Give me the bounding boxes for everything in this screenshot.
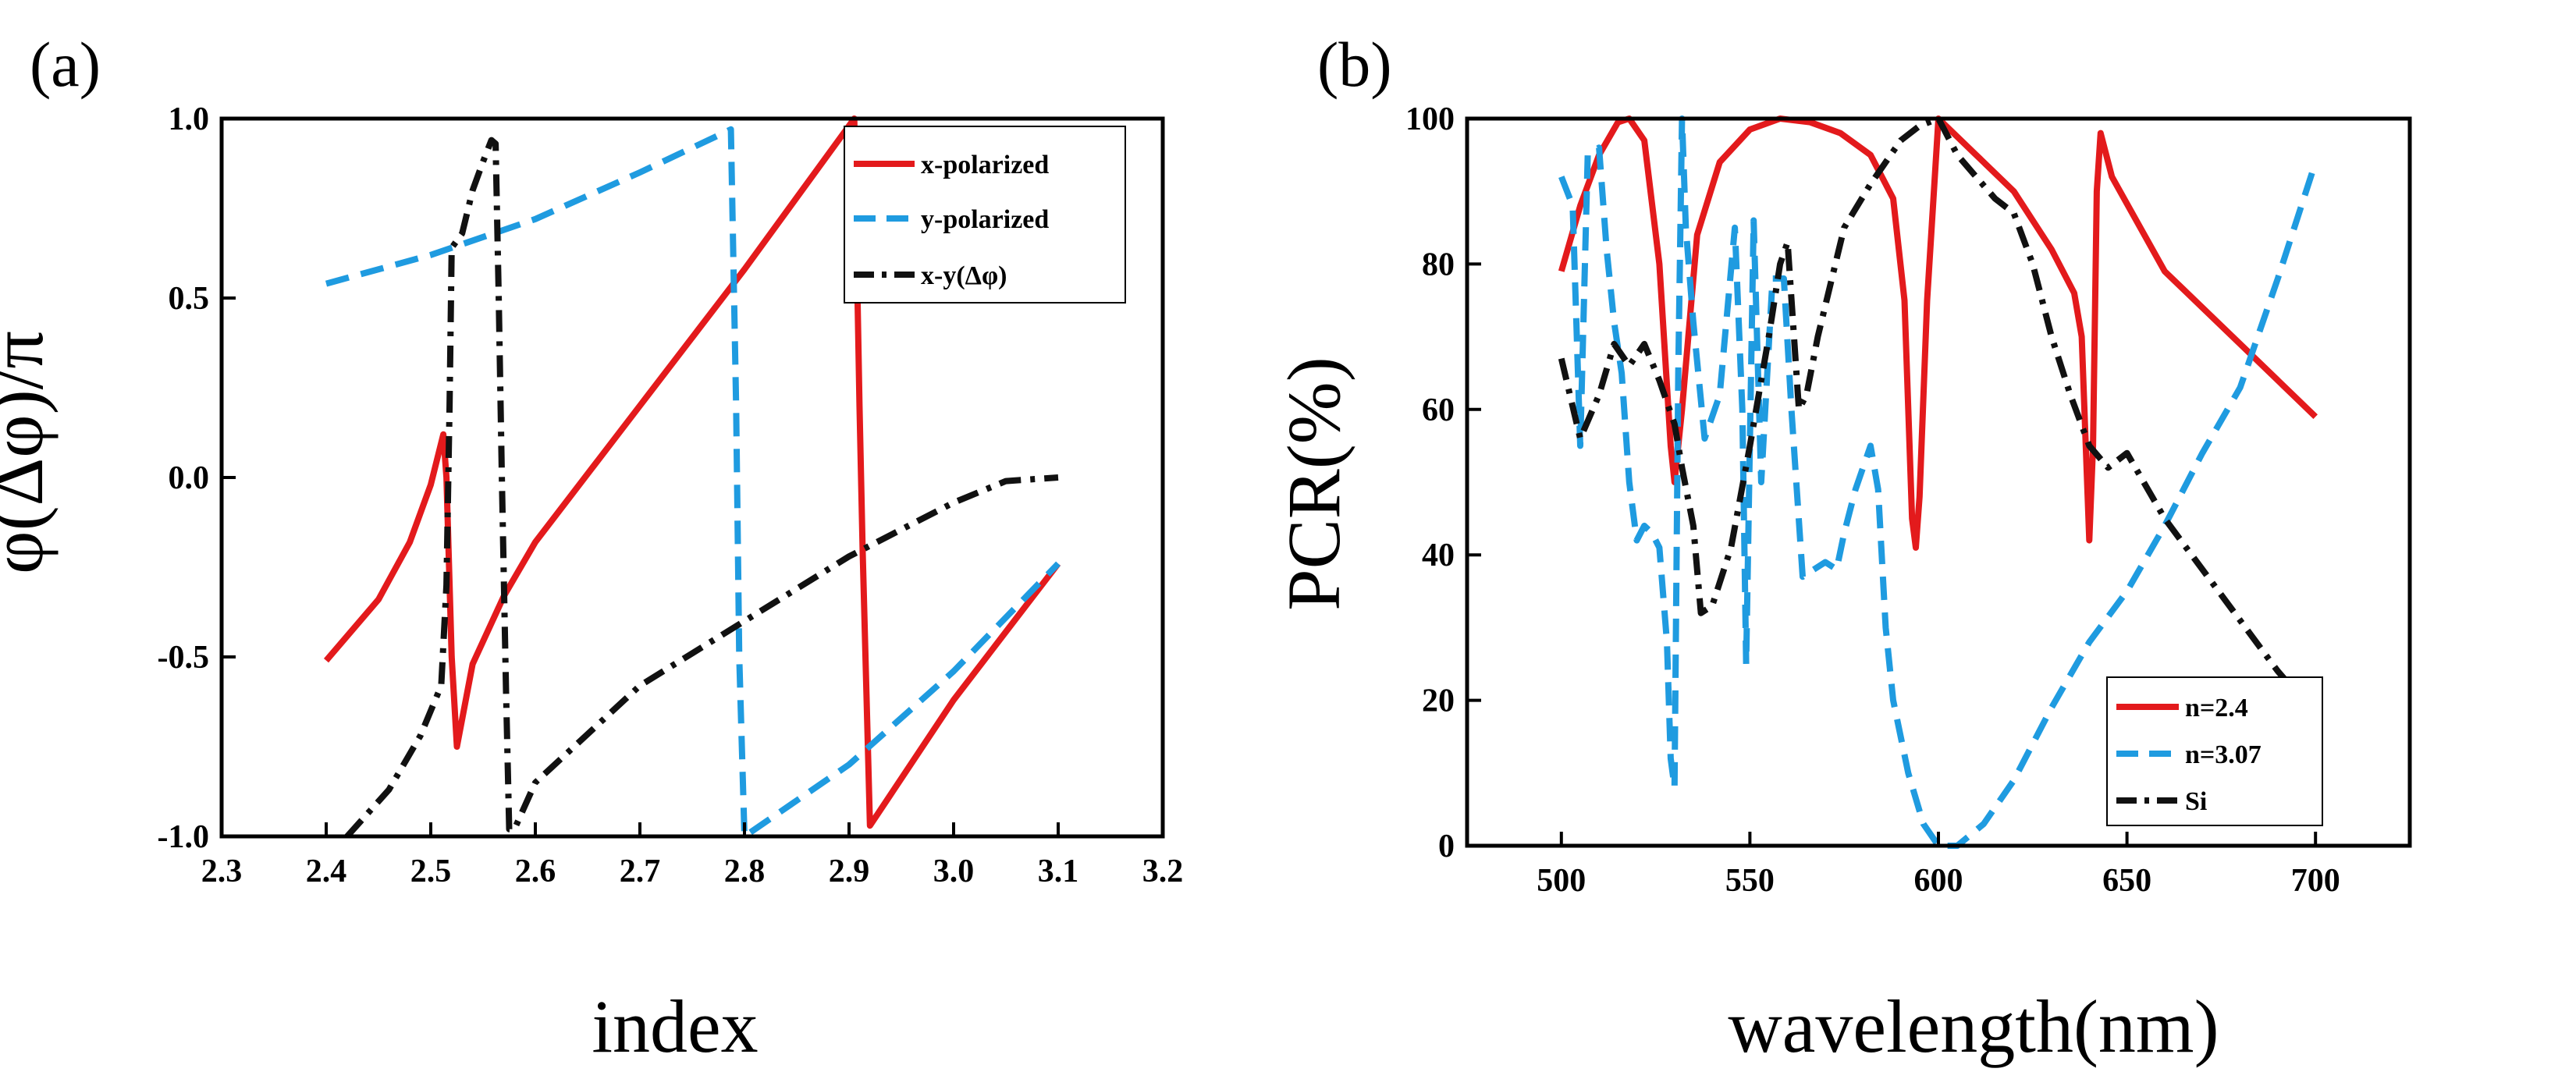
panel-b-x-tick-label-1: 550 xyxy=(1725,863,1775,899)
panel-b-y-tick-label-5: 100 xyxy=(1405,101,1455,137)
panel-b-y-tick-label-1: 20 xyxy=(1422,683,1455,719)
panel-b-y-tick-label-0: 0 xyxy=(1438,829,1455,864)
panel-a-x-tick-label-6: 2.9 xyxy=(829,854,870,889)
panel-a-series-group xyxy=(323,115,1061,839)
panel-b-y-tick-label-4: 80 xyxy=(1422,247,1455,282)
panel-a-y-tick-label-1: -0.5 xyxy=(158,640,210,676)
panel-b-x-tick-label-3: 650 xyxy=(2102,863,2151,899)
panel-b-chart: (b) PCR(%) wavelength(nm) 500 550 600 650 70… xyxy=(1272,29,2412,1068)
panel-a-label: (a) xyxy=(30,29,101,100)
legend-label-n-3-07: n=3.07 xyxy=(2185,740,2262,769)
panel-b-y-axis-title: PCR(%) xyxy=(1272,357,1356,610)
legend-label-x-polarized: x-polarized xyxy=(921,151,1049,179)
panel-a-y-axis-title: φ(Δφ)/π xyxy=(0,331,59,574)
panel-a-x-tick-label-4: 2.7 xyxy=(620,854,661,889)
panel-a-x-tick-label-9: 3.2 xyxy=(1142,854,1184,889)
panel-b-x-tick-label-0: 500 xyxy=(1537,863,1586,899)
panel-a-y-tick-label-2: 0.0 xyxy=(169,460,210,496)
panel-b-y-tick-label-2: 40 xyxy=(1422,538,1455,573)
panel-a-x-tick-label-5: 2.8 xyxy=(724,854,766,889)
legend-label-x-y: x-y(Δφ) xyxy=(921,261,1007,290)
panel-b-x-tick-label-4: 700 xyxy=(2291,863,2340,899)
panel-b-ticks: 500 550 600 650 700 0 20 40 60 80 100 xyxy=(1405,101,2340,899)
panel-a-legend-box xyxy=(844,126,1126,303)
panel-a-y-tick-label-4: 1.0 xyxy=(169,101,210,137)
panel-b-series-line-1 xyxy=(1558,115,2319,849)
panel-b-legend-box xyxy=(2106,676,2323,826)
panel-b-series-line-2 xyxy=(1558,115,2318,717)
legend-label-si: Si xyxy=(2185,787,2207,816)
panel-b-label: (b) xyxy=(1317,29,1392,100)
panel-a-x-tick-label-7: 3.0 xyxy=(933,854,975,889)
panel-a-series-line-1 xyxy=(325,126,1061,839)
legend-label-n-2-4: n=2.4 xyxy=(2185,694,2248,722)
panel-a-ticks: 2.3 2.4 2.5 2.6 2.7 2.8 2.9 3.0 3.1 3.2 -1.0 -0.5 0.… xyxy=(158,101,1184,889)
panel-a-chart: (a) φ(Δφ)/π index 2.3 2.4 2.5 2.6 2.7 2.8 2.9 3… xyxy=(0,29,1183,1068)
panel-a-x-axis-title: index xyxy=(592,985,758,1068)
panel-b-legend: n=2.4 n=3.07 Si xyxy=(2106,676,2323,826)
panel-a-series-line-0 xyxy=(323,115,1061,829)
panel-a-y-tick-label-0: -1.0 xyxy=(158,819,210,855)
panel-a-x-tick-label-0: 2.3 xyxy=(201,854,243,889)
panel-b-y-tick-label-3: 60 xyxy=(1422,392,1455,428)
panel-a-legend: x-polarized y-polarized x-y(Δφ) xyxy=(844,126,1126,303)
panel-b-series-group xyxy=(1558,115,2319,849)
legend-label-y-polarized: y-polarized xyxy=(921,205,1049,234)
panel-b-x-tick-label-2: 600 xyxy=(1914,863,1963,899)
panel-a-y-tick-label-3: 0.5 xyxy=(169,281,210,317)
panel-a-x-tick-label-2: 2.5 xyxy=(410,854,452,889)
panel-a-x-tick-label-8: 3.1 xyxy=(1038,854,1079,889)
panel-a-series-line-2 xyxy=(344,137,1059,839)
panel-a-x-tick-label-1: 2.4 xyxy=(306,854,347,889)
panel-b-x-axis-title: wavelength(nm) xyxy=(1728,985,2219,1068)
panel-a-x-tick-label-3: 2.6 xyxy=(515,854,556,889)
